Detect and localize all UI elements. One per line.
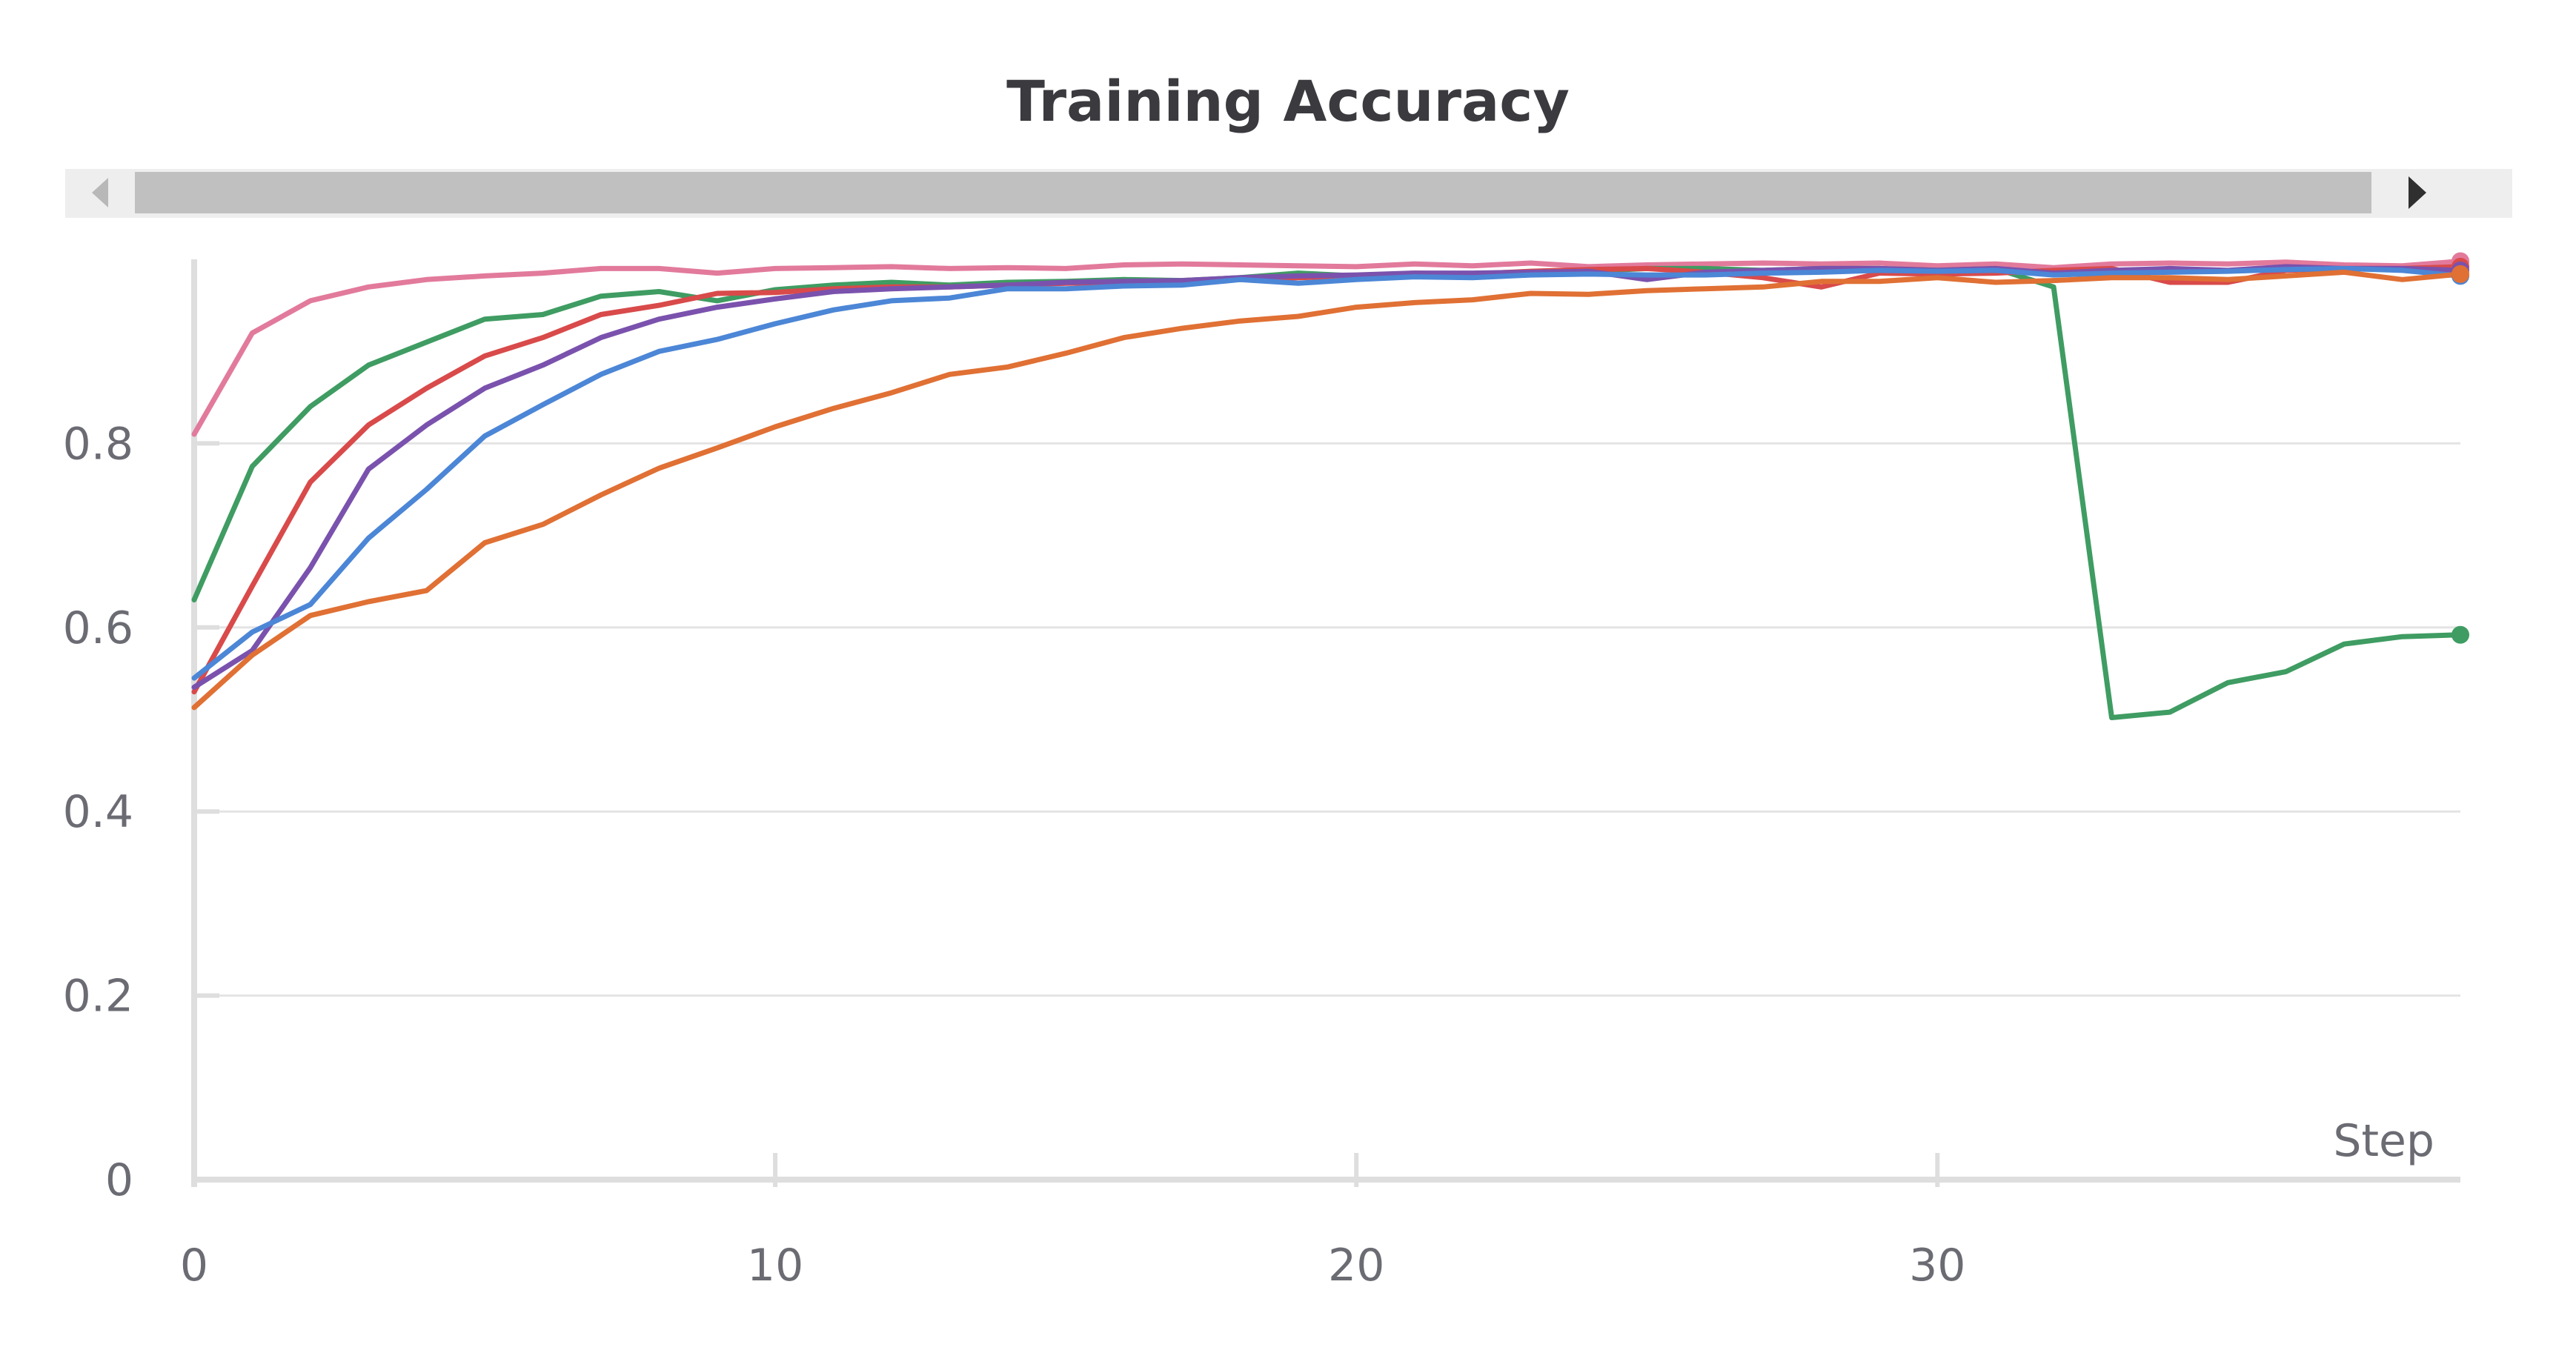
y-tick-label: 0.4 <box>63 786 133 838</box>
series-end-point[interactable] <box>2451 625 2469 644</box>
x-tick-label: 10 <box>747 1240 803 1292</box>
series-line[interactable] <box>191 264 2463 690</box>
series-line[interactable] <box>191 265 2463 681</box>
series-lines <box>191 259 2463 720</box>
axes <box>191 259 2460 1187</box>
x-axis-label: Step <box>2333 1115 2434 1167</box>
chart-title: Training Accuracy <box>1006 68 1570 134</box>
series-line[interactable] <box>191 265 2463 720</box>
end-markers <box>2451 252 2469 644</box>
y-tick-label: 0.8 <box>63 418 133 470</box>
series-line[interactable] <box>191 259 2463 437</box>
tick-labels: 0 0.2 0.4 0.6 0.8 0 10 20 30 <box>63 418 1966 1292</box>
series-end-point[interactable] <box>2451 265 2469 283</box>
range-slider-right-arrow-icon[interactable] <box>2409 176 2426 209</box>
grid <box>194 442 2460 997</box>
y-tick-label: 0.6 <box>63 602 133 654</box>
y-tick-label: 0 <box>105 1154 133 1206</box>
x-tick-label: 30 <box>1909 1240 1965 1292</box>
range-slider-left-arrow-icon[interactable] <box>92 178 108 207</box>
range-slider[interactable] <box>65 169 2512 218</box>
series-line[interactable] <box>191 269 2463 711</box>
x-tick-label: 0 <box>180 1240 208 1292</box>
y-tick-label: 0.2 <box>63 971 133 1023</box>
x-tick-label: 20 <box>1328 1240 1384 1292</box>
range-slider-handle[interactable] <box>135 172 2371 213</box>
